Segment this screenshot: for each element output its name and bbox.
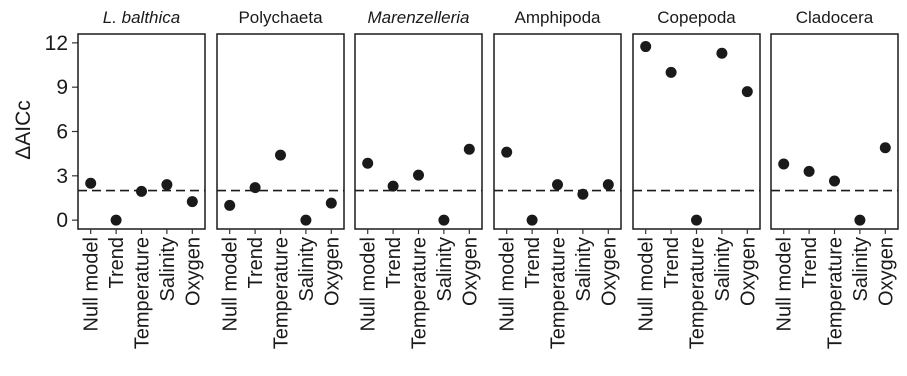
x-tick-label: Trend — [661, 237, 683, 289]
x-tick-label: Salinity — [573, 237, 595, 301]
data-point — [387, 180, 399, 192]
x-tick-label: Temperature — [132, 237, 154, 349]
x-tick-label: Temperature — [825, 237, 847, 349]
data-point — [300, 214, 312, 226]
x-tick-label: Salinity — [712, 237, 734, 301]
x-tick-label: Null model — [774, 237, 796, 331]
x-tick-label: Trend — [245, 237, 267, 289]
data-point — [552, 179, 563, 191]
panel-frame — [354, 33, 483, 230]
data-point — [879, 142, 891, 154]
x-tick-label: Oxygen — [459, 237, 481, 306]
data-point — [741, 86, 753, 98]
facet-title: Cladocera — [796, 8, 874, 27]
data-point — [325, 197, 337, 209]
data-point — [463, 143, 475, 155]
facet-title: Marenzelleria — [367, 8, 469, 27]
x-tick-label: Trend — [799, 237, 821, 289]
x-tick-label: Oxygen — [182, 237, 204, 306]
facet-l-balthica: L. balthica Null model Trend Temperature Sal… — [77, 8, 206, 349]
facet-title: Amphipoda — [514, 8, 601, 27]
x-tick-label: Temperature — [271, 237, 293, 349]
data-point — [691, 214, 702, 226]
x-tick-label: Salinity — [434, 237, 456, 301]
data-point — [854, 214, 866, 226]
x-tick-label: Trend — [383, 237, 405, 289]
data-point — [275, 149, 286, 161]
x-tick-label: Null model — [220, 237, 242, 331]
x-tick-label: Salinity — [157, 237, 179, 301]
y-tick-label: 12 — [45, 32, 68, 55]
y-axis: 0 3 6 9 12 — [45, 32, 78, 232]
x-tick-label: Temperature — [548, 237, 570, 349]
facet-marenzelleria: Marenzelleria Null model Trend Temperature S… — [354, 8, 483, 349]
facet-amphipoda: Amphipoda Null model Trend Temperature Salin… — [493, 8, 622, 349]
data-point — [438, 214, 450, 226]
x-tick-label: Trend — [106, 237, 128, 289]
facet-cladocera: Cladocera Null model Trend Temperature Salin… — [770, 8, 899, 349]
x-tick-label: Null model — [636, 237, 658, 331]
data-point — [803, 165, 815, 177]
data-point — [526, 214, 538, 226]
panel-frame — [216, 33, 345, 230]
data-point — [224, 199, 236, 211]
y-tick-label: 9 — [56, 76, 68, 99]
facet-copepoda: Copepoda Null model Trend Temperature Salini… — [632, 8, 761, 349]
x-tick-label: Salinity — [850, 237, 872, 301]
panel-frame — [493, 33, 622, 230]
data-point — [186, 196, 198, 208]
x-tick-label: Null model — [497, 237, 519, 331]
x-tick-label: Oxygen — [875, 237, 897, 306]
x-tick-label: Oxygen — [737, 237, 759, 306]
panel-frame — [632, 33, 761, 230]
data-point — [716, 47, 728, 59]
x-tick-label: Trend — [522, 237, 544, 289]
x-tick-label: Null model — [81, 237, 103, 331]
data-point — [249, 182, 261, 194]
data-point — [665, 66, 677, 78]
data-point — [362, 157, 374, 169]
x-tick-label: Null model — [358, 237, 380, 331]
x-tick-label: Temperature — [687, 237, 709, 349]
data-point — [413, 169, 424, 181]
y-tick-label: 6 — [56, 121, 68, 144]
y-axis-title: ΔAICc — [12, 100, 35, 160]
data-point — [501, 146, 513, 158]
panel-frame — [77, 33, 206, 230]
data-point — [161, 179, 173, 191]
data-point — [136, 185, 147, 197]
panel-frame — [770, 33, 899, 230]
data-point — [778, 158, 790, 170]
facet-title: Copepoda — [657, 8, 736, 27]
x-tick-label: Oxygen — [321, 237, 343, 306]
data-point — [110, 214, 122, 226]
data-point — [85, 177, 97, 189]
x-tick-label: Salinity — [296, 237, 318, 301]
x-tick-label: Temperature — [409, 237, 431, 349]
y-tick-label: 3 — [56, 165, 68, 188]
x-tick-label: Oxygen — [598, 237, 620, 306]
facet-title: L. balthica — [103, 8, 181, 27]
data-point — [640, 41, 652, 53]
y-tick-label: 0 — [56, 209, 68, 232]
data-point — [602, 179, 614, 191]
data-point — [577, 188, 589, 200]
facet-polychaeta: Polychaeta Null model Trend Temperature Sali… — [216, 8, 345, 349]
data-point — [829, 175, 840, 187]
facet-title: Polychaeta — [238, 8, 323, 27]
